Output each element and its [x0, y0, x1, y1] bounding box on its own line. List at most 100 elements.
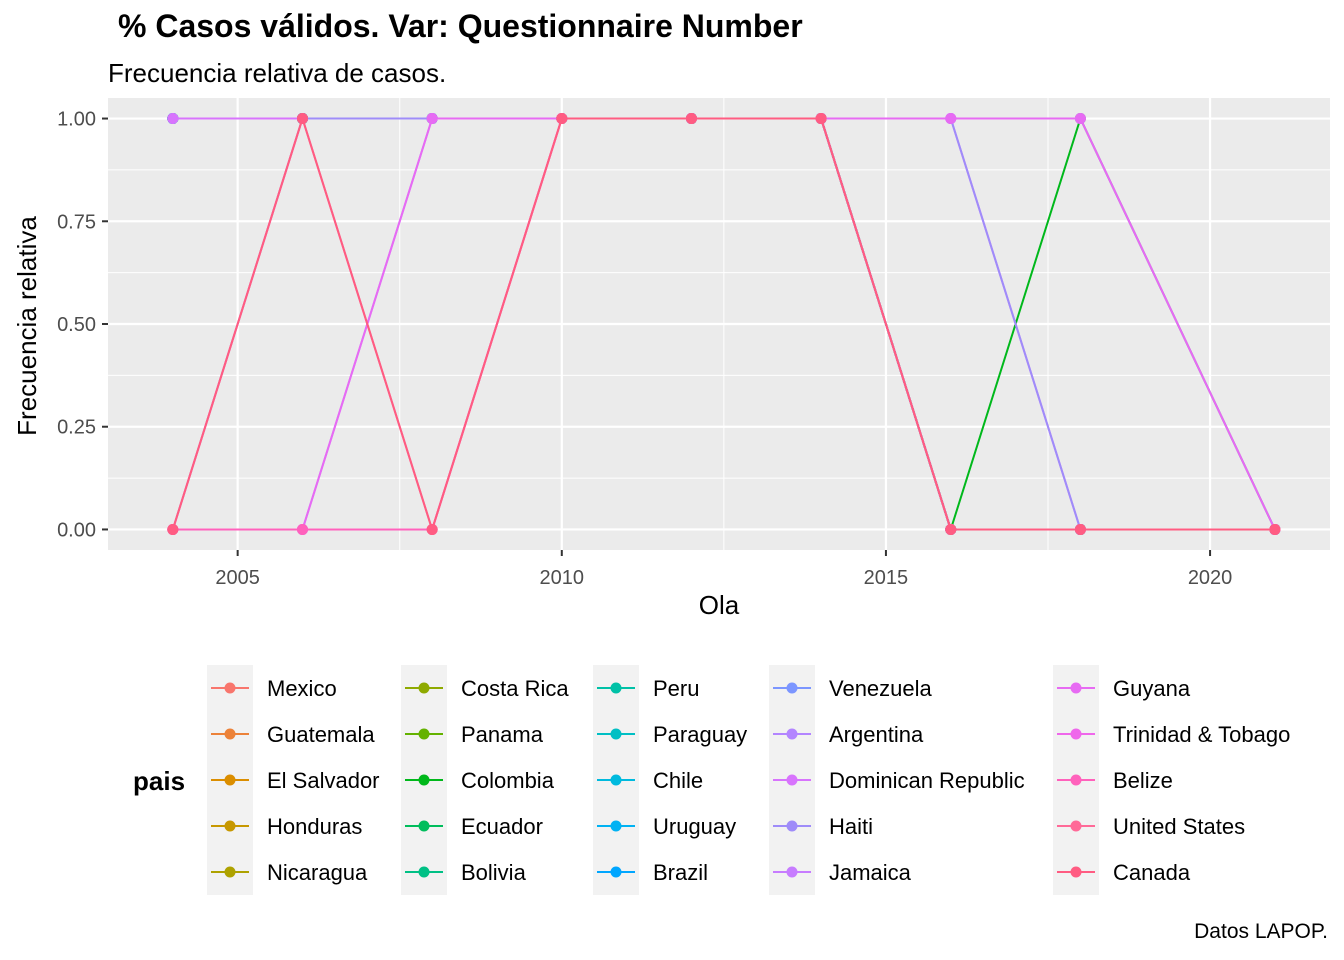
legend-key-point [224, 774, 236, 786]
legend-key-point [786, 728, 798, 740]
data-point-canada [1074, 523, 1086, 535]
legend-key-point [786, 682, 798, 694]
legend-item-mexico: Mexico [207, 665, 337, 711]
legend-label: Haiti [829, 814, 873, 839]
legend-item-venezuela: Venezuela [769, 665, 933, 711]
legend-label: Paraguay [653, 722, 747, 747]
series-layer [167, 113, 1281, 535]
legend-label: Canada [1113, 860, 1191, 885]
grid-minor [108, 98, 1330, 550]
y-axis: 0.00 0.25 0.50 0.75 1.00 [57, 109, 108, 541]
legend-item-costa-rica: Costa Rica [401, 665, 569, 711]
legend-item-ecuador: Ecuador [401, 803, 543, 849]
legend-label: Dominican Republic [829, 768, 1025, 793]
legend-key-point [786, 820, 798, 832]
legend-label: Panama [461, 722, 544, 747]
x-axis-title: Ola [699, 590, 740, 620]
legend-item-el-salvador: El Salvador [207, 757, 380, 803]
data-point-dominican-republic [167, 113, 179, 125]
legend-key-point [418, 774, 430, 786]
legend-key-point [224, 866, 236, 878]
legend-label: Chile [653, 768, 703, 793]
legend-item-uruguay: Uruguay [593, 803, 736, 849]
legend-key-point [610, 728, 622, 740]
legend-item-trinidad-tobago: Trinidad & Tobago [1053, 711, 1290, 757]
legend-label: El Salvador [267, 768, 380, 793]
y-tick-label: 0.50 [57, 314, 96, 336]
legend-label: United States [1113, 814, 1245, 839]
legend-key-point [418, 866, 430, 878]
legend-item-jamaica: Jamaica [769, 849, 912, 895]
legend-item-colombia: Colombia [401, 757, 555, 803]
legend-label: Belize [1113, 768, 1173, 793]
legend-key-point [786, 774, 798, 786]
legend-item-bolivia: Bolivia [401, 849, 527, 895]
legend-key-point [786, 866, 798, 878]
legend-key-point [610, 774, 622, 786]
legend-key-point [418, 820, 430, 832]
legend-label: Nicaragua [267, 860, 368, 885]
legend-key-point [1070, 728, 1082, 740]
legend-key-point [224, 682, 236, 694]
legend-key-point [1070, 682, 1082, 694]
chart-subtitle: Frecuencia relativa de casos. [108, 58, 447, 88]
caption: Datos LAPOP. [1194, 920, 1328, 943]
legend-key-point [418, 728, 430, 740]
legend-label: Guyana [1113, 676, 1191, 701]
legend-label: Trinidad & Tobago [1113, 722, 1290, 747]
data-point-canada [556, 113, 568, 125]
legend-item-panama: Panama [401, 711, 544, 757]
legend-item-chile: Chile [593, 757, 703, 803]
legend-item-peru: Peru [593, 665, 699, 711]
data-point-canada [815, 113, 827, 125]
y-tick-label: 1.00 [57, 109, 96, 131]
data-point-guyana [426, 113, 438, 125]
legend-item-belize: Belize [1053, 757, 1173, 803]
legend-item-nicaragua: Nicaragua [207, 849, 368, 895]
legend-label: Brazil [653, 860, 708, 885]
chart-title: % Casos válidos. Var: Questionnaire Numb… [118, 8, 803, 44]
y-tick-label: 0.00 [57, 519, 96, 541]
legend-title: pais [133, 766, 185, 796]
y-axis-title: Frecuencia relativa [12, 216, 42, 436]
legend-key-point [224, 820, 236, 832]
legend-label: Jamaica [829, 860, 912, 885]
data-point-belize [296, 523, 308, 535]
legend-label: Argentina [829, 722, 924, 747]
legend-label: Ecuador [461, 814, 543, 839]
legend-label: Costa Rica [461, 676, 569, 701]
legend-key-point [1070, 866, 1082, 878]
data-point-guyana [1074, 113, 1086, 125]
x-tick-label: 2015 [864, 567, 909, 589]
x-axis: 2005 2010 2015 2020 [215, 550, 1232, 589]
legend-label: Peru [653, 676, 699, 701]
legend-item-argentina: Argentina [769, 711, 924, 757]
data-point-canada [296, 113, 308, 125]
data-point-guyana [945, 113, 957, 125]
data-point-canada [945, 523, 957, 535]
legend-item-united-states: United States [1053, 803, 1245, 849]
data-point-canada [167, 523, 179, 535]
legend-label: Guatemala [267, 722, 375, 747]
legend-key-point [610, 682, 622, 694]
legend-item-guyana: Guyana [1053, 665, 1191, 711]
legend-label: Colombia [461, 768, 555, 793]
legend-label: Bolivia [461, 860, 527, 885]
legend-item-honduras: Honduras [207, 803, 362, 849]
legend-key-point [610, 820, 622, 832]
legend-item-dominican-republic: Dominican Republic [769, 757, 1025, 803]
legend-item-guatemala: Guatemala [207, 711, 375, 757]
legend-item-brazil: Brazil [593, 849, 708, 895]
legend-item-canada: Canada [1053, 849, 1191, 895]
legend-key-point [224, 728, 236, 740]
data-point-canada [685, 113, 697, 125]
legend-item-haiti: Haiti [769, 803, 873, 849]
legend-label: Uruguay [653, 814, 736, 839]
legend-key-point [1070, 774, 1082, 786]
x-tick-label: 2010 [540, 567, 585, 589]
data-point-canada [1269, 523, 1281, 535]
y-tick-label: 0.75 [57, 211, 96, 233]
y-tick-label: 0.25 [57, 417, 96, 439]
legend-key-point [610, 866, 622, 878]
